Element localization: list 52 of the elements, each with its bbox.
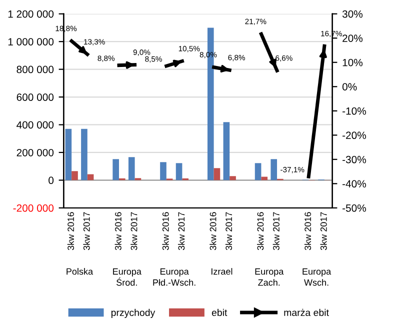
x-tick-label: 3kw 2017 (272, 212, 280, 250)
y-tick-label: 0 (48, 176, 54, 184)
y-tick-label: -200 000 (13, 204, 54, 212)
x-tick-label: 3kw 2017 (83, 212, 90, 250)
bar (230, 176, 236, 180)
text: Izrael (212, 268, 232, 275)
text: Europa Zach. (255, 268, 284, 286)
x-tick-label: 3kw 2016 (210, 212, 216, 250)
y2-tick-label: -30% (342, 156, 366, 164)
x-tick-label: 3kw 2017 (225, 212, 232, 250)
legend-label: ebit (212, 308, 228, 316)
bar (81, 128, 88, 180)
x-tick-label: 3kw 2017 (178, 212, 185, 250)
bar (270, 159, 278, 180)
x-tick-label: 3kw 2016 (257, 212, 264, 250)
legend-label: marża ebit (284, 308, 329, 316)
y-tick-label: 1 000 000 (8, 38, 54, 46)
text: Europa Płd.-Wsch. (153, 268, 196, 286)
bar (223, 122, 230, 180)
y-tick-label: 400 000 (16, 121, 54, 129)
y-tick-label: 600 000 (16, 94, 54, 101)
y2-tick-label: -50% (342, 204, 366, 212)
bar (261, 176, 268, 180)
x-tick-label: 3kw 2016 (162, 212, 169, 250)
y2-tick-label: 30% (342, 10, 363, 18)
y2-tick-label: 0% (342, 83, 357, 90)
text: Polska (66, 268, 94, 275)
bar (65, 128, 72, 180)
bar (254, 163, 262, 180)
bar (128, 157, 135, 180)
bar (160, 162, 166, 180)
y-tick-label: 1 200 000 (8, 10, 54, 18)
text: Europa Wsch. (302, 268, 332, 286)
x-tick-label: 3kw 2016 (67, 212, 74, 250)
x-tick-label: 3kw 2016 (304, 212, 312, 250)
y2-tick-label: -10% (342, 107, 366, 115)
legend-label: przychody (111, 308, 156, 318)
x-tick-label: 3kw 2017 (130, 212, 138, 250)
y2-tick-label: 20% (342, 34, 363, 42)
y-tick-label: 200 000 (16, 148, 54, 156)
bar (112, 159, 119, 180)
text: Europa Środ. (113, 268, 142, 286)
x-tick-label: 3kw 2016 (114, 212, 122, 250)
y2-tick-label: 10% (342, 58, 363, 66)
bar (72, 171, 78, 180)
y-tick-label: 800 000 (16, 66, 54, 74)
y2-tick-label: -20% (342, 132, 366, 140)
bar (87, 174, 94, 180)
y2-tick-label: -40% (342, 180, 366, 188)
bar (176, 163, 182, 180)
bar (214, 168, 220, 180)
x-tick-label: 3kw 2017 (320, 212, 327, 250)
